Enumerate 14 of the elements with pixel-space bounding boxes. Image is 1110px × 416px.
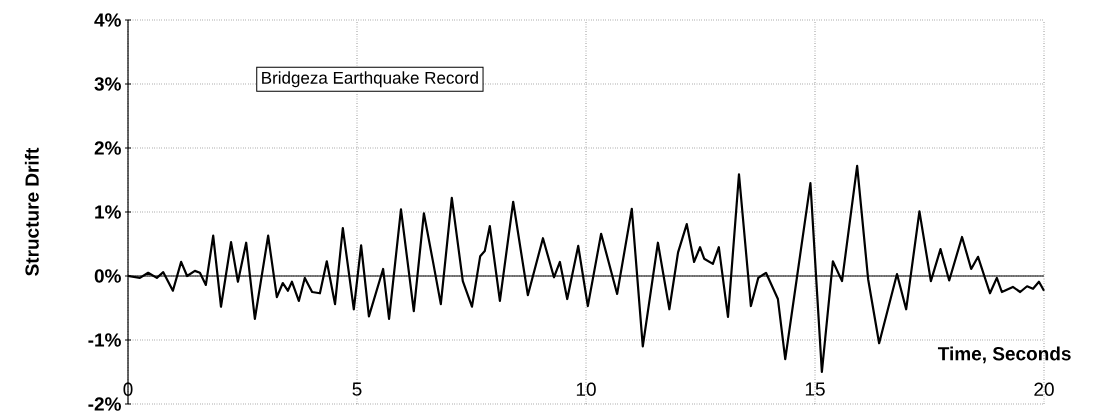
y-tick-label: 4% [94, 13, 121, 27]
text: Bridgeza Earthquake Record [262, 71, 478, 88]
y-tick-label: 0% [94, 269, 121, 283]
y-axis-title: Structure Drift [24, 147, 39, 276]
x-tick-label: 20 [1034, 382, 1054, 396]
y-tick-label: 2% [94, 141, 121, 155]
x-tick-label: 10 [576, 382, 596, 396]
x-tick-label: 5 [352, 382, 362, 396]
y-tick-label: 3% [94, 77, 121, 91]
x-axis-title: Time, Seconds [937, 346, 1071, 364]
y-tick-label: -1% [88, 333, 121, 347]
x-tick-label: 15 [805, 382, 825, 396]
y-tick-label: -2% [88, 397, 121, 411]
y-tick-label: 1% [95, 205, 121, 219]
